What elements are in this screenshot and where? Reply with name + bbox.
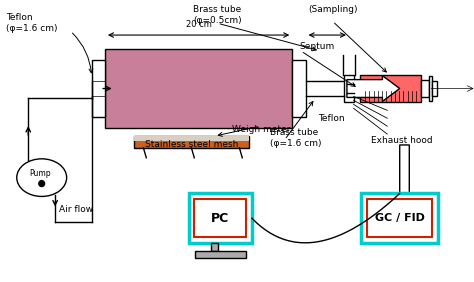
Bar — [194, 199, 246, 237]
Bar — [361, 193, 438, 243]
Text: Air flow: Air flow — [59, 205, 93, 214]
Bar — [189, 193, 252, 243]
Bar — [344, 75, 354, 102]
Bar — [432, 81, 437, 96]
Bar — [134, 136, 249, 141]
Bar — [105, 49, 292, 128]
Bar — [354, 80, 360, 97]
Bar — [211, 243, 219, 251]
Bar — [195, 251, 246, 258]
Text: Brass tube
(φ=0.5cm): Brass tube (φ=0.5cm) — [193, 5, 242, 25]
FancyArrow shape — [396, 145, 413, 219]
Text: Pump: Pump — [29, 169, 51, 178]
Bar — [367, 199, 432, 237]
Bar — [421, 80, 428, 97]
Text: PC: PC — [211, 212, 229, 225]
Text: Teflon
(φ=1.6 cm): Teflon (φ=1.6 cm) — [6, 13, 58, 33]
Bar — [360, 75, 421, 102]
Text: 20 cm: 20 cm — [186, 20, 211, 29]
Bar — [134, 136, 249, 148]
Text: (Sampling): (Sampling) — [308, 5, 357, 14]
Ellipse shape — [17, 159, 67, 197]
Text: Teflon: Teflon — [318, 114, 345, 123]
Text: Weigh meter: Weigh meter — [232, 125, 290, 134]
Text: Stainless steel mesh: Stainless steel mesh — [146, 140, 239, 149]
Text: Exhaust hood: Exhaust hood — [371, 136, 433, 144]
Text: Brass tube
(φ=1.6 cm): Brass tube (φ=1.6 cm) — [270, 128, 322, 147]
FancyArrow shape — [347, 76, 400, 102]
Bar — [292, 60, 306, 117]
Circle shape — [39, 180, 45, 187]
Text: Septum: Septum — [299, 42, 334, 51]
Bar — [428, 76, 432, 101]
Bar — [91, 60, 105, 117]
Text: GC / FID: GC / FID — [375, 213, 425, 223]
